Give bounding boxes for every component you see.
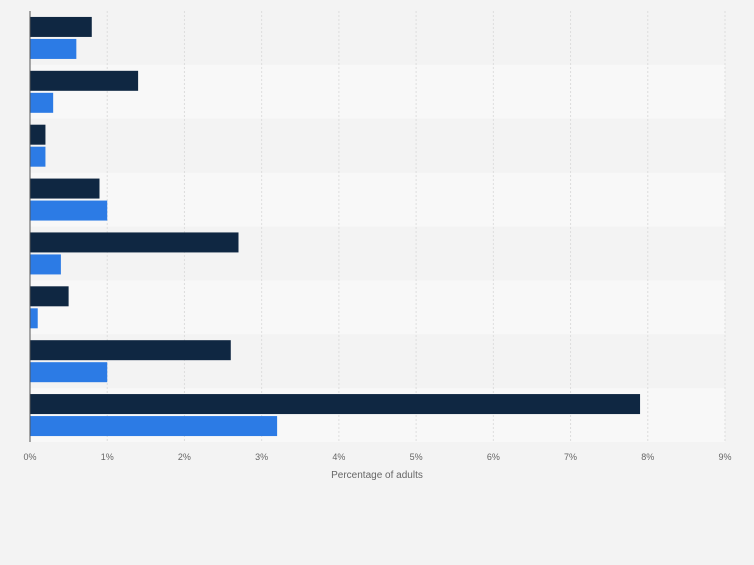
x-tick-label: 7% bbox=[564, 452, 577, 462]
bar-series-2-row-4 bbox=[30, 200, 108, 221]
bar-series-2-row-7 bbox=[30, 362, 108, 383]
bar-series-2-row-1 bbox=[30, 38, 77, 59]
x-tick-label: 6% bbox=[487, 452, 500, 462]
x-tick-label: 8% bbox=[641, 452, 654, 462]
row-band-3 bbox=[30, 118, 725, 173]
x-tick-label: 2% bbox=[178, 452, 191, 462]
bar-series-1-row-2 bbox=[30, 70, 139, 91]
bar-series-1-row-4 bbox=[30, 178, 100, 199]
bars bbox=[30, 16, 641, 437]
x-tick-label: 3% bbox=[255, 452, 268, 462]
x-tick-label: 0% bbox=[23, 452, 36, 462]
bar-series-2-row-8 bbox=[30, 416, 278, 437]
bar-series-1-row-6 bbox=[30, 286, 69, 307]
bar-series-2-row-5 bbox=[30, 254, 61, 275]
bar-series-2-row-2 bbox=[30, 92, 54, 113]
row-band-6 bbox=[30, 280, 725, 335]
bar-series-1-row-5 bbox=[30, 232, 239, 253]
bar-series-1-row-8 bbox=[30, 394, 641, 415]
bar-series-1-row-3 bbox=[30, 124, 46, 145]
bar-series-1-row-1 bbox=[30, 16, 92, 37]
x-tick-labels: 0% 1% 2% 3% 4% 5% 6% 7% 8% 9% bbox=[23, 452, 731, 462]
x-tick-label: 4% bbox=[332, 452, 345, 462]
bar-series-1-row-7 bbox=[30, 340, 231, 361]
x-tick-label: 5% bbox=[410, 452, 423, 462]
x-tick-label: 9% bbox=[718, 452, 731, 462]
x-axis-label: Percentage of adults bbox=[331, 470, 423, 481]
row-band-1 bbox=[30, 11, 725, 65]
bar-series-2-row-3 bbox=[30, 146, 46, 167]
row-band-2 bbox=[30, 64, 725, 119]
row-band-4 bbox=[30, 172, 725, 227]
x-tick-label: 1% bbox=[101, 452, 114, 462]
bar-series-2-row-6 bbox=[30, 308, 38, 329]
